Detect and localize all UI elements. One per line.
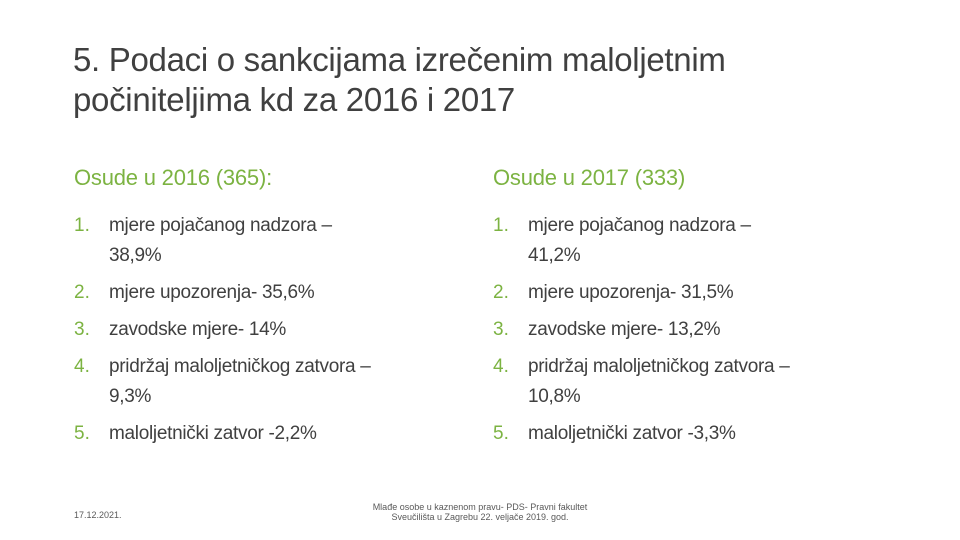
item-number: 4. <box>74 356 90 377</box>
item-number: 3. <box>74 319 90 340</box>
column-heading: Osude u 2017 (333) <box>493 165 686 190</box>
footer-center: Mlađe osobe u kaznenom pravu- PDS- Pravn… <box>300 502 660 522</box>
item-number: 4. <box>493 356 509 377</box>
item-number: 2. <box>74 282 90 303</box>
item-text: 10,8% <box>528 386 581 407</box>
item-number: 1. <box>74 215 90 236</box>
item-text: pridržaj maloljetničkog zatvora – <box>528 356 790 377</box>
slide-title: 5. Podaci o sankcijama izrečenim malolje… <box>73 40 726 120</box>
item-text: zavodske mjere- 13,2% <box>528 319 721 340</box>
item-number: 1. <box>493 215 509 236</box>
item-text: 9,3% <box>109 386 152 407</box>
item-text: 38,9% <box>109 245 162 266</box>
item-text: pridržaj maloljetničkog zatvora – <box>109 356 371 377</box>
item-text: maloljetnički zatvor -2,2% <box>109 423 317 444</box>
item-text: 41,2% <box>528 245 581 266</box>
item-text: zavodske mjere- 14% <box>109 319 286 340</box>
item-number: 5. <box>493 423 509 444</box>
footer-line: Sveučilišta u Zagrebu 22. veljače 2019. … <box>391 512 569 522</box>
item-text: mjere upozorenja- 35,6% <box>109 282 315 303</box>
title-line: počiniteljima kd za 2016 i 2017 <box>73 81 515 118</box>
item-text: mjere upozorenja- 31,5% <box>528 282 734 303</box>
item-text: mjere pojačanog nadzora – <box>109 215 332 236</box>
item-number: 3. <box>493 319 509 340</box>
title-line: 5. Podaci o sankcijama izrečenim malolje… <box>73 41 726 78</box>
item-text: mjere pojačanog nadzora – <box>528 215 751 236</box>
item-text: maloljetnički zatvor -3,3% <box>528 423 736 444</box>
column-heading: Osude u 2016 (365): <box>74 165 273 190</box>
item-number: 5. <box>74 423 90 444</box>
item-number: 2. <box>493 282 509 303</box>
footer-line: Mlađe osobe u kaznenom pravu- PDS- Pravn… <box>372 502 588 512</box>
footer-date: 17.12.2021. <box>74 510 122 520</box>
